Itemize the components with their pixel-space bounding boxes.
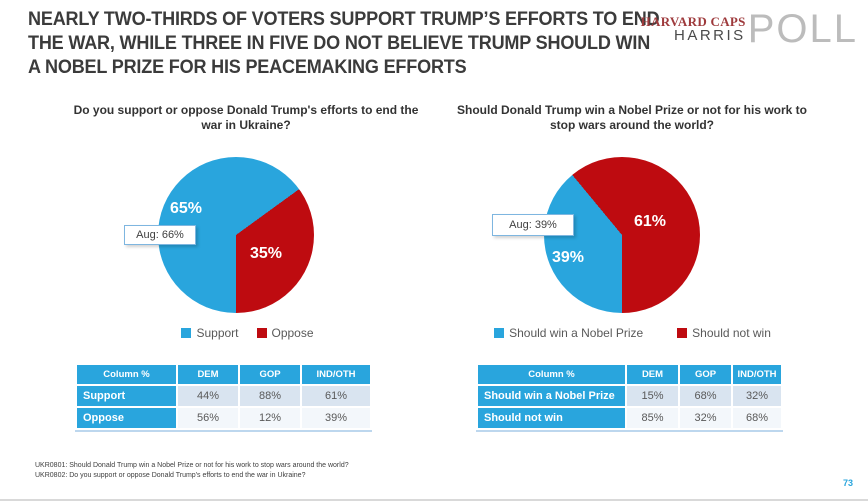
legend-label-support: Support <box>196 326 239 340</box>
table-cell: 85% <box>627 408 678 428</box>
table-header-row: Column % DEM GOP IND/OTH <box>478 365 781 384</box>
table-cell: 68% <box>680 386 731 406</box>
column-header: IND/OTH <box>733 365 781 384</box>
table-row: Should win a Nobel Prize 15% 68% 32% <box>478 386 781 406</box>
legend-label-should-not-win: Should not win <box>692 326 771 340</box>
august-comparison-callout-right: Aug: 39% <box>492 214 574 236</box>
pie-slice-label-oppose: 35% <box>250 245 283 262</box>
legend-swatch-red <box>256 328 267 338</box>
table-row: Should not win 85% 32% 68% <box>478 408 781 428</box>
slide-title-line-2: THE WAR, WHILE THREE IN FIVE DO NOT BELI… <box>28 33 651 54</box>
legend-swatch-blue <box>181 328 192 338</box>
column-header: Column % <box>77 365 176 384</box>
row-label: Should win a Nobel Prize <box>478 386 625 406</box>
crosstab-table-support-oppose: Column % DEM GOP IND/OTH Support 44% 88%… <box>75 363 372 432</box>
legend-label-oppose: Oppose <box>271 326 314 340</box>
column-header: GOP <box>680 365 731 384</box>
table-cell: 44% <box>178 386 238 406</box>
slide-title-line-1: NEARLY TWO-THIRDS OF VOTERS SUPPORT TRUM… <box>28 9 660 30</box>
question-title-nobel-prize: Should Donald Trump win a Nobel Prize or… <box>457 103 808 132</box>
logo-poll: POLL <box>747 7 858 51</box>
legend-nobel-prize: Should win a Nobel Prize Should not win <box>445 326 820 340</box>
pie-slice-label-should-win: 39% <box>552 249 585 266</box>
row-label: Oppose <box>77 408 176 428</box>
column-header: GOP <box>240 365 300 384</box>
legend-item-oppose: Oppose <box>256 326 314 340</box>
slide-title: NEARLY TWO-THIRDS OF VOTERS SUPPORT TRUM… <box>28 8 693 80</box>
crosstab-table-nobel-prize: Column % DEM GOP IND/OTH Should win a No… <box>476 363 783 432</box>
column-header: DEM <box>178 365 238 384</box>
logo-harvard-caps: HARVARD CAPS <box>640 14 746 29</box>
footnote-question-code-2: UKR0802: Do you support or oppose Donald… <box>35 472 306 479</box>
question-title-support-oppose: Do you support or oppose Donald Trump's … <box>73 103 419 132</box>
table-header-row: Column % DEM GOP IND/OTH <box>77 365 370 384</box>
table-cell: 32% <box>733 386 781 406</box>
legend-item-support: Support <box>181 326 239 340</box>
row-label: Support <box>77 386 176 406</box>
legend-item-should-win: Should win a Nobel Prize <box>494 326 643 340</box>
table-cell: 32% <box>680 408 731 428</box>
table-row: Oppose 56% 12% 39% <box>77 408 370 428</box>
row-label: Should not win <box>478 408 625 428</box>
table-cell: 56% <box>178 408 238 428</box>
column-header: DEM <box>627 365 678 384</box>
page-number: 73 <box>843 478 854 488</box>
logo-harris: HARRIS <box>674 27 746 44</box>
pie-slice-label-support: 65% <box>170 200 203 217</box>
legend-support-oppose: Support Oppose <box>60 326 435 340</box>
legend-swatch-red <box>677 328 688 338</box>
table-cell: 39% <box>302 408 370 428</box>
table-cell: 15% <box>627 386 678 406</box>
august-comparison-callout-left: Aug: 66% <box>124 225 196 245</box>
logo-text: HARVARD CAPS HARRIS <box>641 12 746 43</box>
footnote-question-code-1: UKR0801: Should Donald Trump win a Nobel… <box>35 462 349 469</box>
legend-label-should-win: Should win a Nobel Prize <box>509 326 644 340</box>
legend-swatch-blue <box>494 328 505 338</box>
harvard-caps-harris-poll-logo: HARVARD CAPS HARRIS POLL <box>641 7 858 51</box>
table-cell: 12% <box>240 408 300 428</box>
column-header: Column % <box>478 365 625 384</box>
table-cell: 88% <box>240 386 300 406</box>
column-header: IND/OTH <box>302 365 370 384</box>
legend-item-should-not-win: Should not win <box>677 326 771 340</box>
pie-slice-label-should-not-win: 61% <box>634 213 667 230</box>
footnotes: UKR0801: Should Donald Trump win a Nobel… <box>35 461 349 481</box>
table-cell: 61% <box>302 386 370 406</box>
table-row: Support 44% 88% 61% <box>77 386 370 406</box>
table-cell: 68% <box>733 408 781 428</box>
slide-title-line-3: A NOBEL PRIZE FOR HIS PEACEMAKING EFFORT… <box>28 57 467 78</box>
